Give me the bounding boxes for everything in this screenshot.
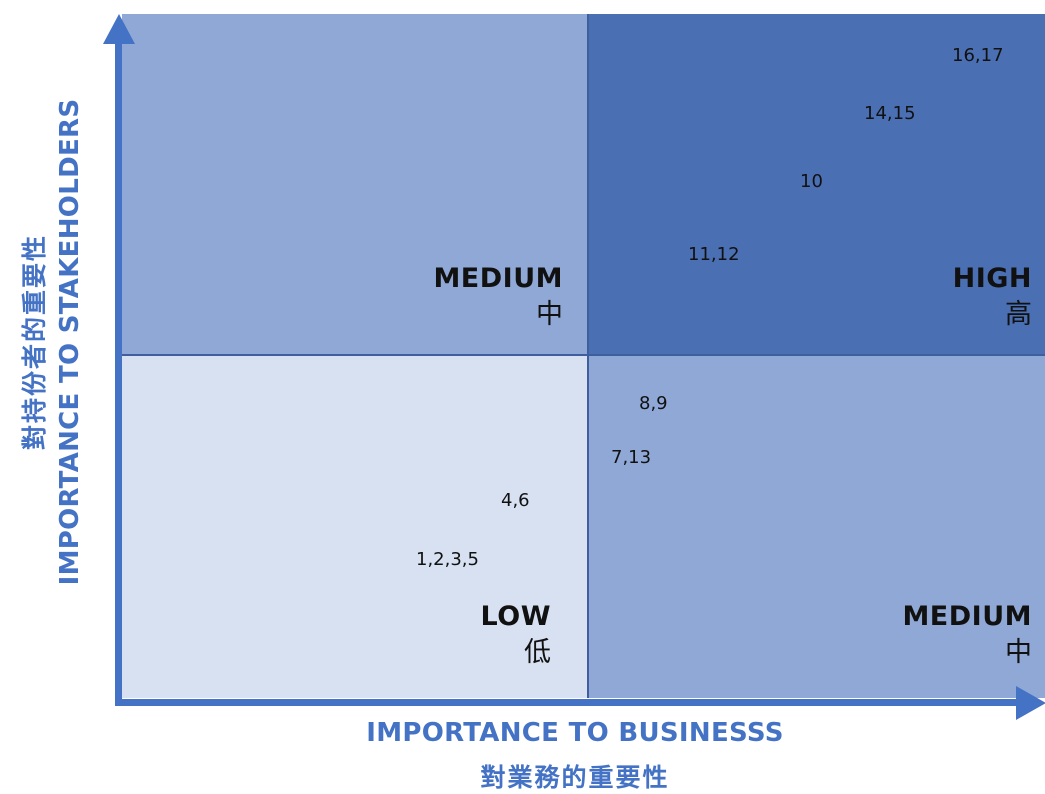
quadrant-label-zh: 低 (524, 637, 551, 668)
item-label: 14,15 (864, 103, 916, 124)
item-label: 7,13 (611, 447, 652, 468)
quadrant-bottom-left-low (122, 355, 588, 698)
y-axis-title: IMPORTANCE TO STAKEHOLDERS (55, 98, 85, 586)
quadrant-label-en: MEDIUM (902, 601, 1032, 632)
x-axis-arrow-icon (1016, 686, 1045, 720)
quadrant-top-right-high (588, 14, 1045, 355)
vertical-divider (587, 14, 589, 698)
quadrant-label-en: MEDIUM (433, 263, 563, 294)
quadrant-label-bottom-left: LOW 低 (481, 600, 551, 672)
y-axis-line (115, 40, 122, 706)
quadrant-top-left-medium (122, 14, 588, 355)
quadrant-label-zh: 中 (536, 299, 563, 330)
quadrant-label-en: LOW (480, 601, 551, 632)
quadrant-label-zh: 中 (1005, 637, 1032, 668)
horizontal-divider (122, 354, 1045, 356)
item-label: 4,6 (501, 490, 530, 511)
y-axis-arrow-icon (103, 14, 135, 44)
item-label: 16,17 (952, 45, 1004, 66)
quadrant-label-en: HIGH (952, 263, 1032, 294)
item-label: 1,2,3,5 (416, 549, 479, 570)
quadrant-label-top-left: MEDIUM 中 (433, 262, 563, 334)
item-label: 8,9 (639, 393, 668, 414)
quadrant-label-top-right: HIGH 高 (953, 262, 1032, 334)
quadrant-bottom-right-medium (588, 355, 1045, 698)
x-axis-title-zh: 對業務的重要性 (480, 763, 670, 792)
y-axis-title-zh: 對持份者的重要性 (20, 234, 49, 451)
quadrant-label-bottom-right: MEDIUM 中 (902, 600, 1032, 672)
item-label: 10 (800, 171, 823, 192)
item-label: 11,12 (688, 244, 740, 265)
quadrant-label-zh: 高 (1005, 299, 1032, 330)
x-axis-line (115, 699, 1025, 706)
x-axis-title: IMPORTANCE TO BUSINESSS (366, 718, 784, 748)
